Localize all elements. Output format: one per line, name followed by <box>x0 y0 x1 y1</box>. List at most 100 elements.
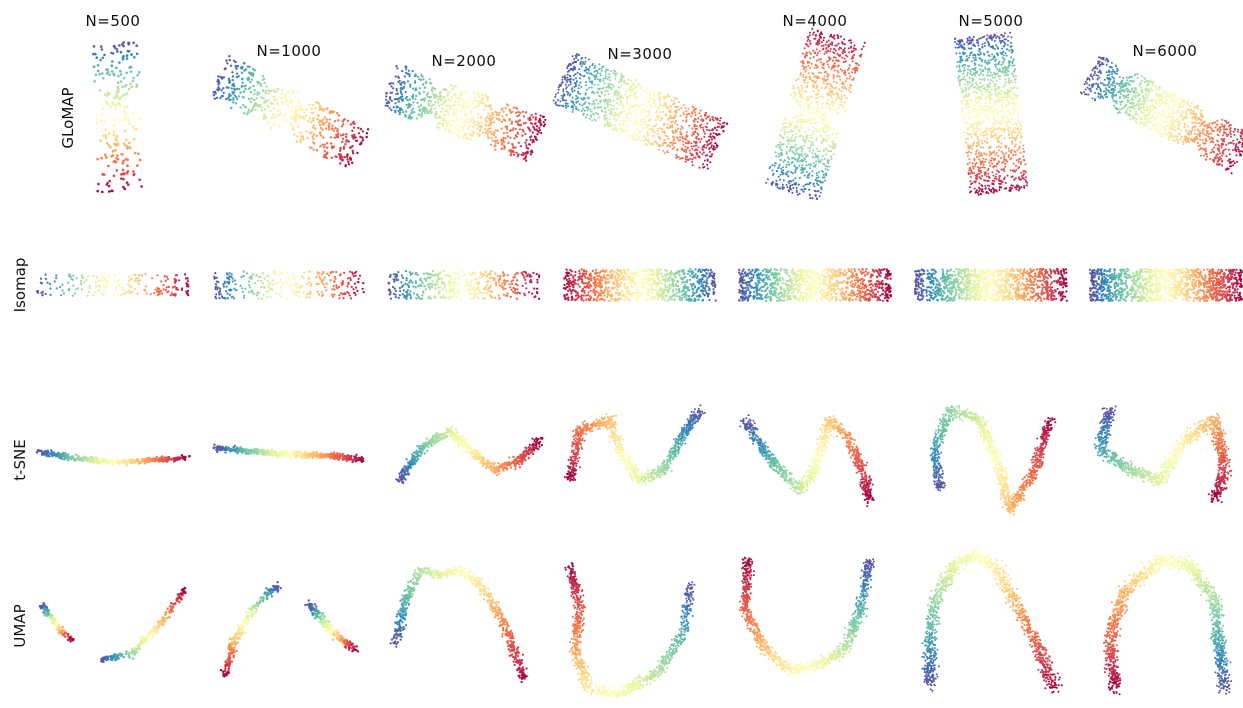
point <box>987 67 990 70</box>
point <box>659 119 662 122</box>
point <box>351 161 354 164</box>
point <box>296 135 299 138</box>
point <box>1005 99 1008 102</box>
point <box>801 148 804 151</box>
point <box>456 103 459 106</box>
point <box>118 44 121 47</box>
point <box>815 42 818 44</box>
point <box>396 92 399 95</box>
point <box>823 113 825 116</box>
point <box>577 90 579 93</box>
point <box>996 140 999 143</box>
point <box>564 104 567 107</box>
point <box>961 108 964 110</box>
point <box>436 126 439 129</box>
point <box>476 132 479 135</box>
point <box>423 109 426 112</box>
point <box>718 133 721 136</box>
point <box>117 74 120 78</box>
point <box>539 114 542 117</box>
point <box>832 147 835 150</box>
point <box>469 138 472 141</box>
point <box>661 144 664 147</box>
point <box>232 91 236 94</box>
point <box>785 184 788 186</box>
point <box>704 154 707 157</box>
point <box>1020 136 1023 139</box>
point <box>116 85 120 89</box>
point <box>125 71 128 75</box>
point <box>668 95 671 98</box>
point <box>409 83 412 86</box>
point <box>415 117 418 120</box>
point <box>788 150 791 152</box>
point <box>968 169 971 172</box>
point <box>1000 109 1002 112</box>
point <box>703 146 706 148</box>
point <box>444 110 447 113</box>
point <box>977 166 980 169</box>
point <box>813 165 816 168</box>
point <box>448 131 451 134</box>
point <box>636 128 639 131</box>
point <box>1016 149 1019 152</box>
point <box>566 81 569 84</box>
point <box>829 126 831 129</box>
point <box>790 180 793 183</box>
point <box>697 117 700 120</box>
point <box>1003 58 1006 60</box>
point <box>698 166 701 169</box>
point <box>691 111 693 114</box>
point <box>500 120 504 123</box>
point <box>276 109 280 113</box>
point <box>1005 91 1008 94</box>
point <box>834 132 837 135</box>
point <box>427 102 430 105</box>
point <box>979 146 982 149</box>
point <box>666 126 669 129</box>
point <box>611 113 613 116</box>
point <box>319 104 322 108</box>
point <box>819 58 822 61</box>
point <box>578 103 581 106</box>
point <box>832 142 835 145</box>
point <box>691 105 694 108</box>
point <box>654 104 657 107</box>
point <box>836 112 839 115</box>
point <box>312 117 315 120</box>
point <box>786 131 789 134</box>
point <box>1002 121 1005 124</box>
point <box>1219 156 1222 159</box>
point <box>851 55 854 58</box>
point <box>1004 162 1007 165</box>
point <box>411 97 414 100</box>
point <box>832 87 835 90</box>
point <box>605 75 607 78</box>
point <box>815 115 817 118</box>
point <box>1000 157 1002 159</box>
point <box>412 87 415 90</box>
point <box>995 88 998 91</box>
point <box>845 88 848 90</box>
point <box>958 82 961 85</box>
point <box>1017 119 1019 122</box>
point <box>809 197 812 200</box>
point <box>408 73 411 76</box>
point <box>501 143 504 146</box>
point <box>219 75 222 79</box>
point <box>1004 111 1007 114</box>
point <box>673 97 676 100</box>
point <box>644 120 647 123</box>
point <box>677 101 680 104</box>
point <box>715 133 718 136</box>
point <box>812 132 815 135</box>
point <box>802 159 805 162</box>
point <box>269 128 272 131</box>
point <box>703 130 706 133</box>
point <box>805 52 808 55</box>
point <box>103 93 107 96</box>
point <box>831 133 834 136</box>
point <box>343 156 346 159</box>
point <box>566 73 569 76</box>
point <box>834 109 837 112</box>
